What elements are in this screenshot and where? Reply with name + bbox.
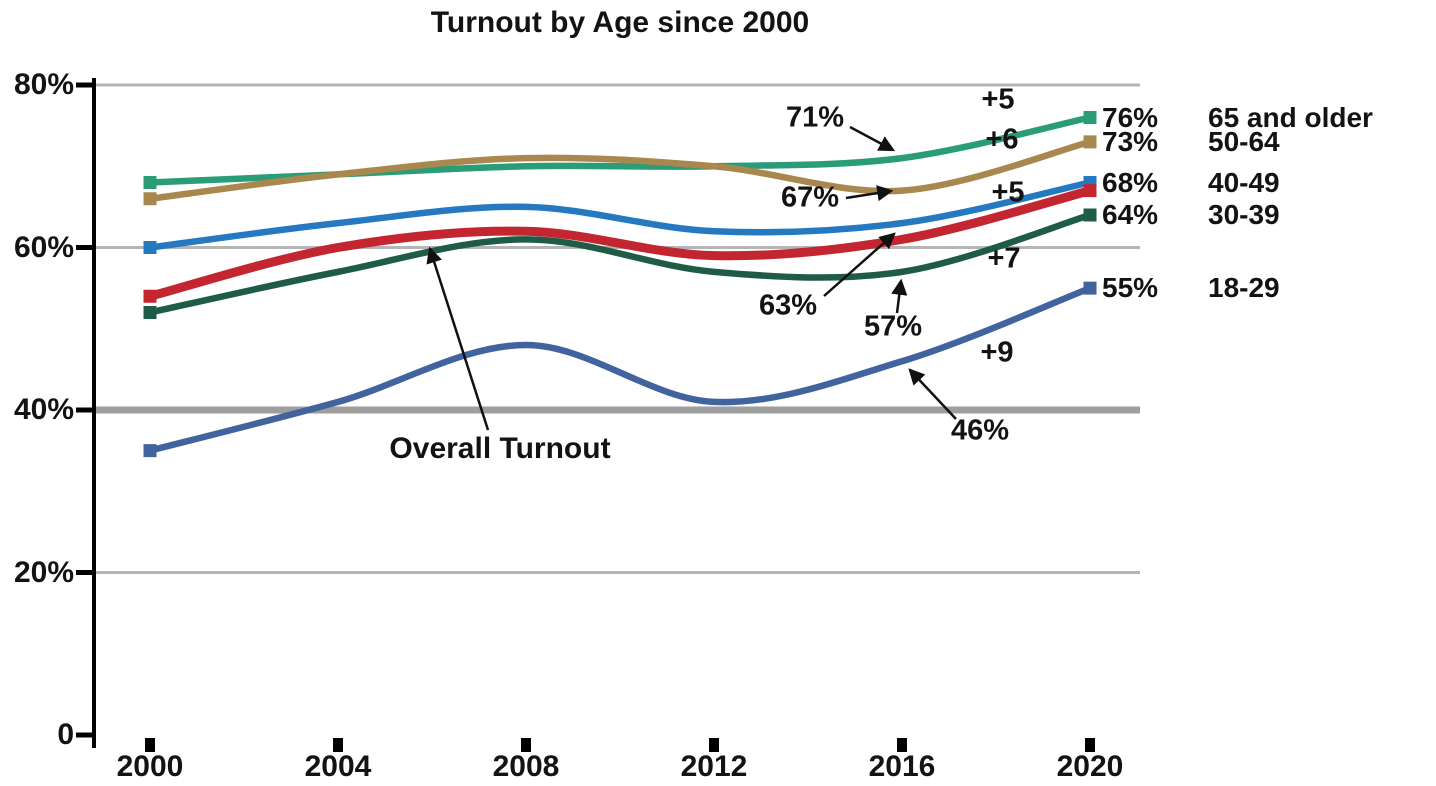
annotation-green-change: +5 [981,83,1015,116]
x-axis-label-2020: 2020 [1056,750,1124,783]
x-axis-label-2000: 2000 [116,750,184,783]
y-axis-label-0: 0 [57,718,74,751]
series-marker-40-49-start [143,241,157,254]
series-marker-overall-turnout-end [1083,184,1097,198]
y-tick-20 [76,570,92,575]
y-tick-80 [76,82,92,88]
annotation-leader-dkgreen-2016 [891,278,908,314]
x-axis-label-2008: 2008 [492,750,560,783]
series-marker-50-64-end [1083,135,1097,149]
annotation-overall-label: Overall Turnout [389,432,611,465]
x-axis-label-2012: 2012 [680,750,748,783]
series-end-value-40-49: 68% [1102,166,1159,198]
series-end-name-65-and-older: 65 and older [1208,101,1373,133]
y-axis-label-40: 40% [13,393,74,426]
annotation-leader-navy-2016 [908,368,957,420]
chart-title: Turnout by Age since 2000 [430,6,810,39]
series-end-name-18-29: 18-29 [1208,272,1280,304]
x-axis-label-2004: 2004 [304,750,372,783]
y-axis-label-60: 60% [13,230,74,264]
y-tick-40 [76,407,92,413]
annotation-dkgreen-change: +7 [987,242,1021,275]
y-axis-label-80: 80% [13,68,74,101]
series-end-name-50-64: 50-64 [1208,125,1280,157]
series-line-50-64 [146,138,1094,202]
series-line-40-49 [146,179,1094,251]
annotation-blue-change: +5 [991,176,1025,209]
x-tick-2012 [709,738,719,752]
annotation-green-2016: 71% [785,101,845,134]
series-marker-50-64-start [143,192,157,206]
x-axis-label-2016: 2016 [868,750,936,783]
series-end-value-65-and-older: 76% [1102,101,1159,133]
annotation-tan-change: +6 [985,123,1019,156]
series-marker-overall-turnout-start [143,289,157,303]
series-marker-65-and-older-end [1083,111,1097,124]
series-marker-18-29-end [1083,281,1097,295]
y-tick-0 [76,732,92,738]
x-tick-2000 [145,738,155,752]
x-tick-2020 [1085,738,1095,752]
annotation-leader-tan-2016 [845,185,894,202]
annotation-navy-2016: 46% [950,414,1010,447]
x-tick-2004 [333,738,343,752]
series-end-value-30-39: 64% [1102,199,1159,230]
y-axis-label-20: 20% [13,555,74,589]
annotation-leader-blue-2016 [823,232,896,297]
series-marker-30-39-end [1083,208,1097,222]
y-axis [92,78,96,748]
y-tick-60 [76,245,92,250]
series-end-value-50-64: 73% [1102,125,1159,157]
series-marker-65-and-older-start [143,176,157,189]
annotation-leader-green-2016 [849,125,896,152]
series-end-name-40-49: 40-49 [1208,166,1280,198]
series-marker-18-29-start [143,444,157,458]
series-end-value-18-29: 55% [1102,272,1159,304]
annotation-navy-change: +9 [980,336,1014,369]
series-end-name-30-39: 30-39 [1208,199,1280,230]
x-tick-2016 [897,738,907,752]
annotation-leader-overall-label [426,246,490,431]
series-marker-30-39-start [143,306,157,319]
annotation-dkgreen-2016: 57% [863,310,923,343]
series-line-30-39 [146,211,1094,316]
annotation-tan-2016: 67% [780,181,840,214]
series-line-18-29 [146,284,1094,454]
annotation-blue-2016: 63% [758,289,818,322]
x-tick-2008 [521,738,531,752]
series-line-overall-turnout [145,186,1095,301]
